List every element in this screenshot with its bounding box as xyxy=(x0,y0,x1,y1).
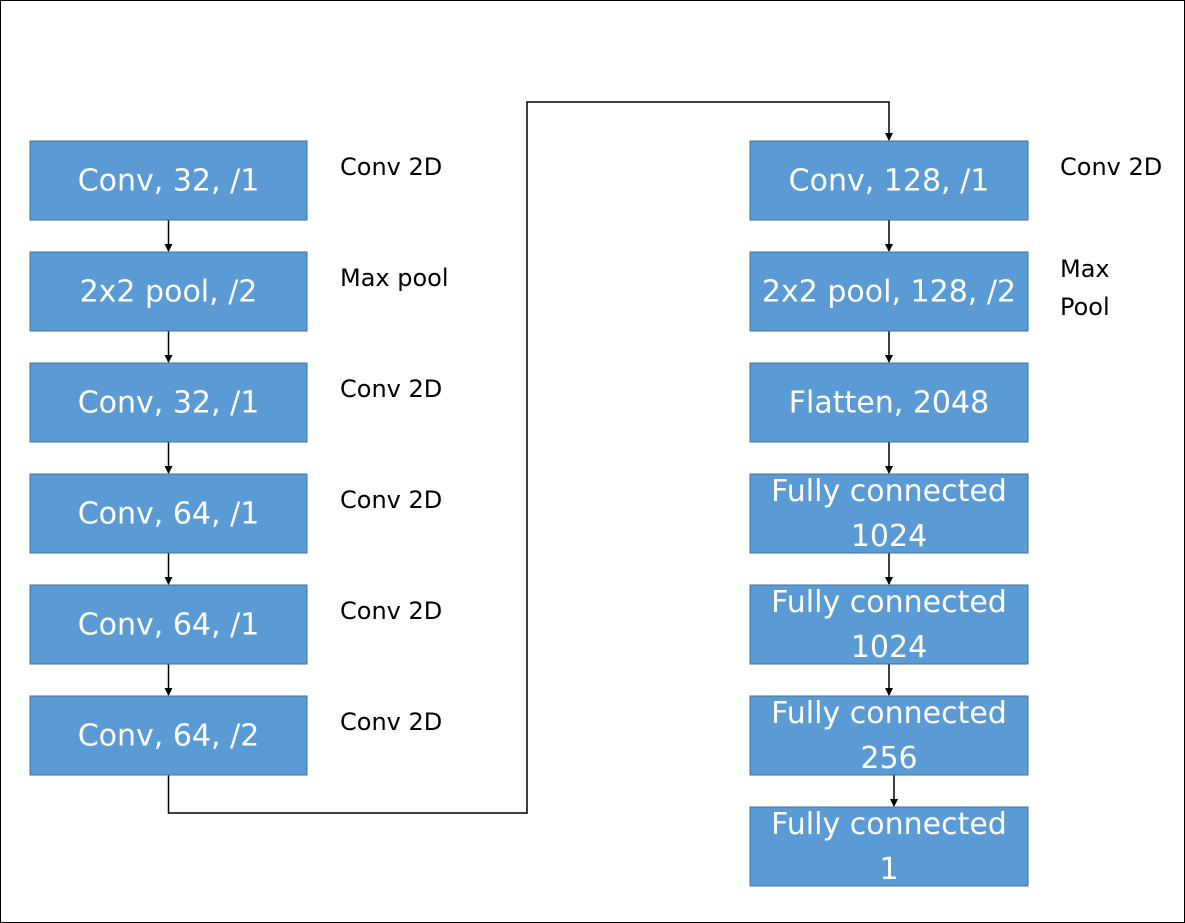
left-layer-box-text-2: 2x2 pool, /2 xyxy=(80,275,258,310)
right-layer-box-text-2: 2x2 pool, 128, /2 xyxy=(762,275,1016,310)
left-layer-label-3: Conv 2D xyxy=(340,375,442,403)
left-layer-label-1: Conv 2D xyxy=(340,153,442,181)
left-layer-label-5: Conv 2D xyxy=(340,597,442,625)
right-layer-box-7 xyxy=(749,806,1029,887)
right-layer-box-2 xyxy=(749,251,1029,332)
column-connector-line xyxy=(167,101,893,814)
layer-labels: Conv 2D Max pool Conv 2D Conv 2D Conv 2D Conv… xyxy=(340,153,1162,736)
connectors xyxy=(164,101,898,814)
right-layer-label-2-2: Pool xyxy=(1060,293,1110,321)
right-layer-box-text-1: Conv, 128, /1 xyxy=(789,164,990,199)
left-layer-box-5 xyxy=(29,584,308,665)
left-layer-box-2 xyxy=(29,251,308,332)
left-layer-box-text-5: Conv, 64, /1 xyxy=(78,608,260,643)
right-layer-box-text-7-1: Fully connected xyxy=(771,807,1007,842)
layer-boxes: Conv, 32, /1 2x2 pool, /2 Conv, 32, /1 Conv… xyxy=(29,140,1029,887)
right-layer-box-6 xyxy=(749,695,1029,776)
left-layer-box-text-6: Conv, 64, /2 xyxy=(78,719,260,754)
right-layer-label-2-1: Max xyxy=(1060,255,1110,283)
left-layer-box-6 xyxy=(29,695,308,776)
right-layer-box-text-3: Flatten, 2048 xyxy=(789,386,989,421)
left-layer-box-text-3: Conv, 32, /1 xyxy=(78,386,260,421)
right-layer-box-3 xyxy=(749,362,1029,443)
right-layer-box-text-5-1: Fully connected xyxy=(771,585,1007,620)
right-layer-box-text-7-2: 1 xyxy=(879,852,898,887)
right-layer-box-text-6-1: Fully connected xyxy=(771,696,1007,731)
right-layer-box-text-5-2: 1024 xyxy=(851,630,927,665)
right-layer-box-text-6-2: 256 xyxy=(860,741,917,776)
right-layer-box-1 xyxy=(749,140,1029,221)
left-layer-box-text-1: Conv, 32, /1 xyxy=(78,164,260,199)
right-layer-box-4 xyxy=(749,473,1029,554)
right-layer-box-text-4-1: Fully connected xyxy=(771,474,1007,509)
left-layer-label-6: Conv 2D xyxy=(340,708,442,736)
right-layer-box-5 xyxy=(749,584,1029,665)
right-layer-label-1: Conv 2D xyxy=(1060,153,1162,181)
left-layer-box-text-4: Conv, 64, /1 xyxy=(78,497,260,532)
left-layer-box-1 xyxy=(29,140,308,221)
left-layer-box-4 xyxy=(29,473,308,554)
left-layer-label-2: Max pool xyxy=(340,264,449,292)
right-layer-box-text-4-2: 1024 xyxy=(851,519,927,554)
left-layer-label-4: Conv 2D xyxy=(340,486,442,514)
left-layer-box-3 xyxy=(29,362,308,443)
